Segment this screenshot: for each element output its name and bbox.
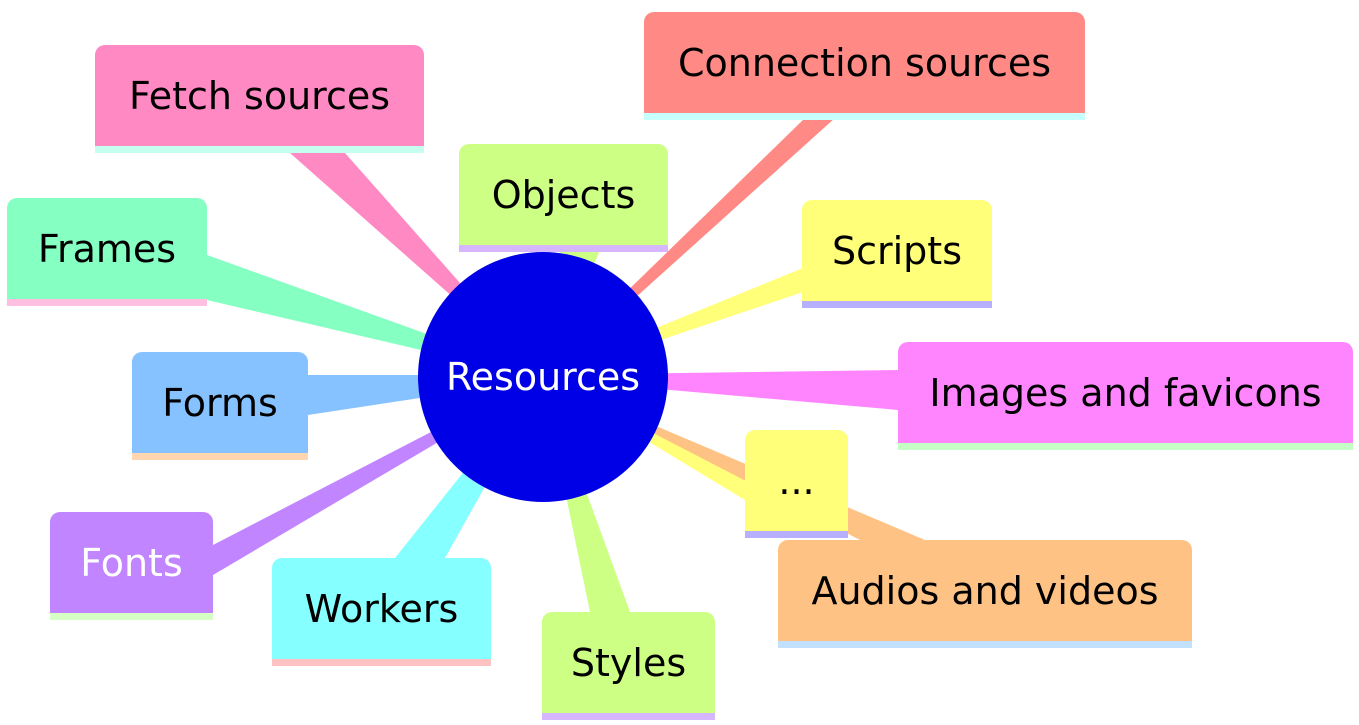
- node-images-and-favicons: Images and favicons: [898, 342, 1353, 450]
- node-scripts: Scripts: [802, 200, 992, 308]
- node-styles: Styles: [542, 612, 715, 720]
- node-fetch-sources: Fetch sources: [95, 45, 424, 153]
- node-objects: Objects: [459, 144, 668, 252]
- node-ellipsis: ...: [745, 430, 848, 538]
- node-audios-and-videos: Audios and videos: [778, 540, 1192, 648]
- node-frames: Frames: [7, 198, 207, 306]
- node-connection-sources: Connection sources: [644, 12, 1085, 120]
- node-workers: Workers: [272, 558, 491, 666]
- node-forms: Forms: [132, 352, 308, 460]
- node-fonts: Fonts: [50, 512, 213, 620]
- center-node-resources: Resources: [418, 252, 668, 502]
